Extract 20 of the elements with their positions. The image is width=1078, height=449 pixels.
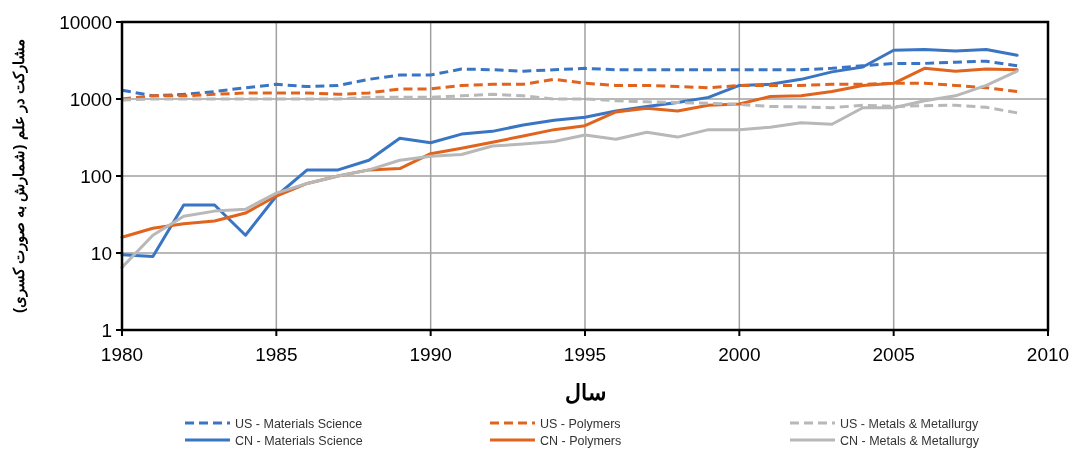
- legend-label: CN - Materials Science: [235, 433, 363, 448]
- x-tick-label: 1995: [563, 344, 607, 365]
- legend-label: US - Materials Science: [235, 416, 363, 431]
- y-tick-label: 100: [80, 166, 112, 187]
- y-tick-label: 10000: [59, 12, 112, 33]
- x-tick-label: 2010: [1026, 344, 1070, 365]
- legend-label: CN - Metals & Metallurgy: [840, 433, 980, 448]
- legend-label: US - Metals & Metallurgy: [840, 416, 979, 431]
- x-tick-label: 1980: [100, 344, 144, 365]
- legend-label: US - Polymers: [540, 416, 621, 431]
- y-axis-title: مشارکت در علم (شمارش به صورت کسری): [10, 39, 28, 313]
- y-tick-label: 1000: [69, 89, 112, 110]
- x-tick-label: 2005: [872, 344, 915, 365]
- y-tick-label: 10: [90, 243, 112, 264]
- x-tick-label: 2000: [718, 344, 761, 365]
- x-tick-label: 1990: [409, 344, 452, 365]
- x-tick-label: 1985: [255, 344, 298, 365]
- legend-label: CN - Polymers: [540, 433, 622, 448]
- y-tick-label: 1: [101, 320, 112, 341]
- x-axis-title: سال: [564, 380, 606, 405]
